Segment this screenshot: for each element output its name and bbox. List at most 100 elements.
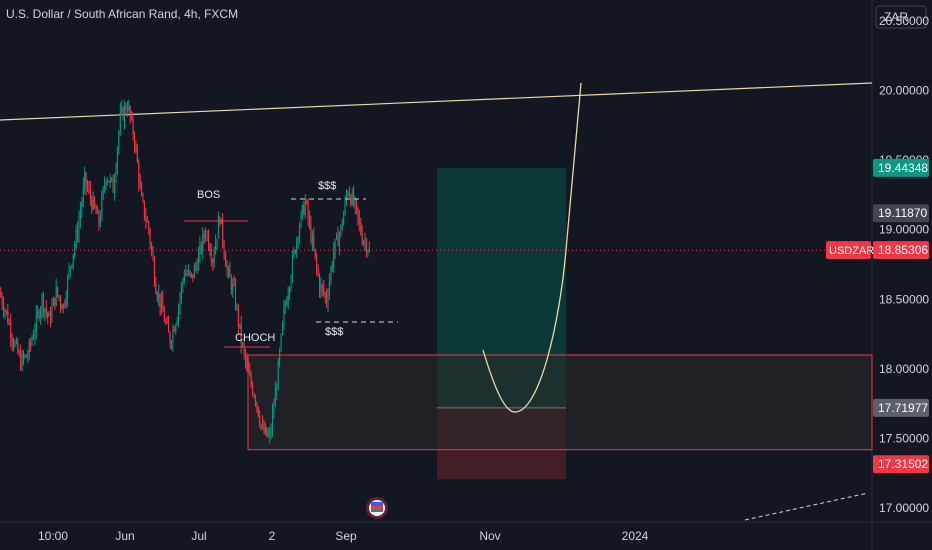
candle-body xyxy=(341,224,343,226)
candle-body xyxy=(249,372,251,376)
candle-body xyxy=(112,178,114,193)
candle-body xyxy=(109,178,111,183)
candle-body xyxy=(307,203,309,219)
y-tick-label: 17.00000 xyxy=(879,501,929,515)
candle-body xyxy=(7,310,9,324)
x-axis[interactable]: 10:00 Jun Jul 2 Sep Nov 2024 xyxy=(38,529,649,543)
candle-body xyxy=(280,334,282,351)
candle-body xyxy=(277,360,279,390)
candle-body xyxy=(61,305,63,310)
candle-body xyxy=(114,180,116,193)
candle-body xyxy=(121,108,123,112)
price-label-box xyxy=(873,204,929,223)
candle-body xyxy=(89,189,91,199)
candle-body xyxy=(40,309,42,319)
candle-body xyxy=(108,180,110,183)
candle-body xyxy=(236,306,238,308)
candle-body xyxy=(259,416,261,425)
candle-body xyxy=(327,296,329,303)
candle-body xyxy=(301,205,303,213)
candle-body xyxy=(146,221,148,223)
candle-body xyxy=(353,192,355,206)
candle-body xyxy=(180,285,182,298)
candle-body xyxy=(192,274,194,278)
currency-button[interactable]: ZAR xyxy=(875,5,927,29)
candle-body xyxy=(13,341,14,347)
candle-body xyxy=(367,250,369,253)
candle-body xyxy=(360,222,362,234)
candle-body xyxy=(139,182,141,186)
candle-body xyxy=(135,145,137,148)
price-label-text: 17.71977 xyxy=(878,401,928,415)
candle-body xyxy=(195,265,197,267)
candle-body xyxy=(21,354,23,369)
candle-body xyxy=(336,234,338,240)
candle-body xyxy=(279,350,281,361)
price-label-text: 19.44348 xyxy=(878,161,928,175)
candle-body xyxy=(276,389,278,391)
candle-body xyxy=(263,425,265,433)
candle-body xyxy=(17,341,19,353)
flag-icon[interactable] xyxy=(366,497,388,519)
candle-body xyxy=(65,297,67,305)
candle-body xyxy=(272,412,273,430)
trendline[interactable] xyxy=(0,82,873,121)
candle-body xyxy=(299,226,301,238)
candle-body xyxy=(356,200,357,208)
candle-body xyxy=(212,260,214,262)
candle-body xyxy=(94,197,96,208)
candles-series xyxy=(0,99,370,444)
candle-body xyxy=(48,313,50,317)
candle-body xyxy=(152,250,154,261)
candle-body xyxy=(3,304,5,312)
candle-body xyxy=(64,304,66,306)
candle-body xyxy=(158,293,160,298)
candle-body xyxy=(269,433,271,435)
candle-body xyxy=(223,242,225,256)
candle-body xyxy=(11,337,13,342)
candle-body xyxy=(323,287,325,294)
candle-body xyxy=(240,323,242,345)
candle-body xyxy=(346,195,347,201)
candle-body xyxy=(173,329,175,332)
candle-body xyxy=(35,313,37,331)
y-axis[interactable]: 20.5000020.0000019.5000019.0000018.50000… xyxy=(879,14,929,515)
candle-body xyxy=(354,200,356,205)
candle-body xyxy=(5,310,7,312)
candle-body xyxy=(189,270,191,274)
candle-body xyxy=(116,148,118,168)
candle-body xyxy=(229,268,231,277)
candle-body xyxy=(250,375,252,385)
candle-body xyxy=(257,406,259,417)
candle-body xyxy=(296,239,298,253)
price-label-box xyxy=(873,158,929,177)
candle-body xyxy=(326,295,328,303)
candle-body xyxy=(111,178,113,180)
candle-body xyxy=(282,322,283,334)
candle-body xyxy=(358,217,360,223)
candle-body xyxy=(163,312,165,322)
currency-label: ZAR xyxy=(884,10,908,24)
candle-body xyxy=(175,324,177,332)
symbol-tag-text: USDZAR xyxy=(829,245,874,257)
projection-curve[interactable] xyxy=(482,82,582,413)
x-tick-label: Nov xyxy=(479,529,500,543)
candle-body xyxy=(311,236,313,242)
candle-body xyxy=(343,213,345,225)
candle-body xyxy=(132,117,134,135)
candle-body xyxy=(361,233,363,244)
liquidity-bottom-label: $$$ xyxy=(325,326,343,338)
candle-body xyxy=(205,235,207,237)
candle-body xyxy=(245,351,246,361)
candle-body xyxy=(128,106,130,111)
candle-body xyxy=(310,222,312,242)
candle-body xyxy=(193,266,195,278)
candle-body xyxy=(141,185,143,196)
candle-body xyxy=(283,307,285,323)
candle-body xyxy=(309,218,310,223)
candle-body xyxy=(97,210,98,214)
candle-body xyxy=(351,192,353,205)
candle-body xyxy=(30,341,32,344)
demand-zone-box[interactable] xyxy=(247,354,873,451)
